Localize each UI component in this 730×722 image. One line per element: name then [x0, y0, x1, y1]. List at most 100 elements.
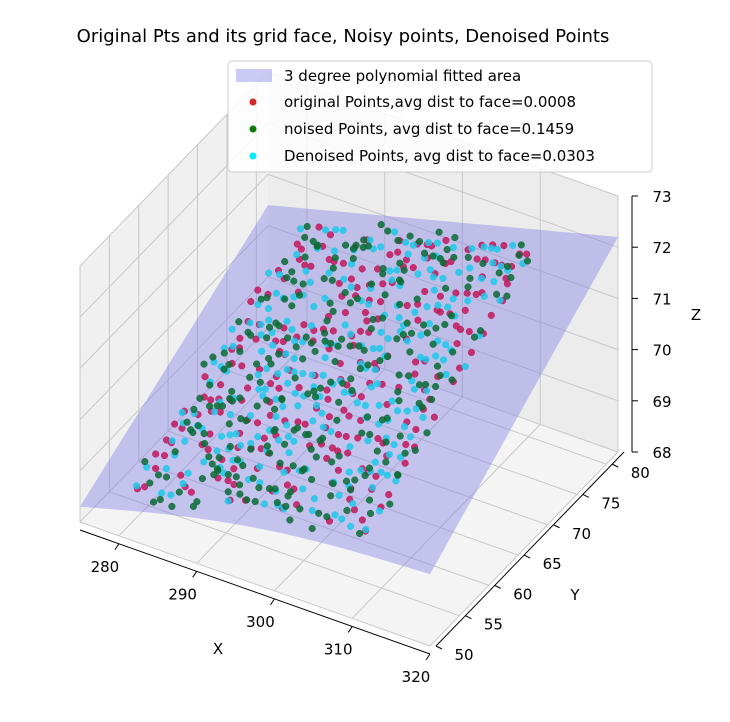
data-point [439, 259, 447, 267]
data-point [420, 249, 429, 257]
data-point [496, 296, 504, 304]
data-point [156, 495, 164, 504]
data-point [286, 516, 294, 524]
data-point [276, 459, 284, 467]
y-tick-mark [523, 554, 531, 559]
data-point [288, 268, 296, 276]
data-point [323, 454, 331, 462]
data-point [490, 278, 498, 286]
data-point [403, 301, 411, 310]
data-point [236, 441, 245, 450]
data-point [218, 402, 227, 410]
data-point [354, 434, 362, 442]
data-point [220, 365, 228, 373]
data-point [433, 362, 442, 370]
data-point [321, 354, 329, 362]
data-point [394, 236, 402, 245]
data-point [299, 355, 307, 363]
data-point [225, 420, 233, 428]
data-point [224, 471, 232, 479]
z-tick-label: 69 [652, 393, 671, 411]
data-point [410, 385, 418, 393]
data-point [257, 295, 265, 303]
data-point [283, 365, 291, 373]
data-point [339, 379, 347, 387]
data-point [523, 257, 532, 265]
data-point [393, 407, 402, 415]
data-point [272, 412, 280, 421]
data-point [395, 371, 403, 379]
data-point [404, 250, 412, 258]
data-point [365, 464, 374, 472]
data-point [167, 491, 175, 499]
data-point [327, 427, 335, 436]
data-point [487, 311, 495, 319]
data-point [466, 264, 474, 272]
data-point [366, 236, 374, 244]
data-point [319, 371, 327, 379]
data-point [364, 242, 372, 250]
y-tick-mark [494, 584, 501, 589]
data-point [259, 392, 267, 400]
data-point [218, 432, 226, 440]
data-point [423, 303, 431, 311]
data-point [279, 403, 287, 411]
data-point [335, 452, 343, 460]
data-point [406, 433, 415, 441]
data-point [450, 253, 458, 261]
data-point [493, 290, 501, 298]
data-point [397, 278, 405, 286]
data-point [281, 440, 289, 448]
data-point [360, 346, 368, 354]
data-point [357, 466, 365, 474]
data-point [394, 248, 402, 256]
data-point [353, 283, 361, 292]
data-point [340, 388, 348, 396]
series-1-points [141, 221, 532, 538]
data-point [432, 382, 440, 391]
z-tick-label: 68 [652, 444, 671, 462]
data-point [201, 373, 209, 381]
data-point [296, 225, 304, 233]
data-point [358, 516, 366, 524]
data-point [313, 402, 321, 410]
data-point [334, 431, 342, 439]
data-point [226, 411, 234, 419]
data-point [383, 471, 391, 479]
data-point [276, 271, 284, 279]
data-point [463, 289, 471, 297]
legend-surface-label: 3 degree polynomial fitted area [284, 67, 521, 85]
data-point [442, 236, 450, 244]
legend: 3 degree polynomial fitted area original… [227, 60, 653, 173]
data-point [275, 322, 283, 330]
data-point [339, 259, 347, 267]
data-point [391, 228, 399, 236]
data-point [312, 453, 320, 461]
data-point [435, 228, 443, 236]
data-point [434, 301, 442, 309]
x-tick-mark [114, 543, 120, 551]
data-point [328, 276, 336, 284]
data-point [255, 484, 263, 492]
data-point [409, 264, 417, 272]
data-point [466, 274, 474, 282]
data-point [263, 396, 271, 404]
data-point [412, 425, 420, 434]
z-gridline [79, 173, 619, 369]
data-point [294, 418, 302, 426]
z-gridline [79, 276, 619, 472]
y-axis-label: Y [569, 586, 580, 604]
data-point [442, 284, 450, 292]
data-point [327, 339, 335, 347]
data-point [211, 408, 219, 416]
data-point [393, 335, 401, 343]
data-point [363, 317, 371, 325]
data-point [403, 337, 411, 345]
data-point [356, 529, 364, 538]
data-point [412, 358, 420, 366]
data-point [461, 363, 469, 371]
data-point [399, 331, 407, 339]
data-point [423, 429, 431, 437]
